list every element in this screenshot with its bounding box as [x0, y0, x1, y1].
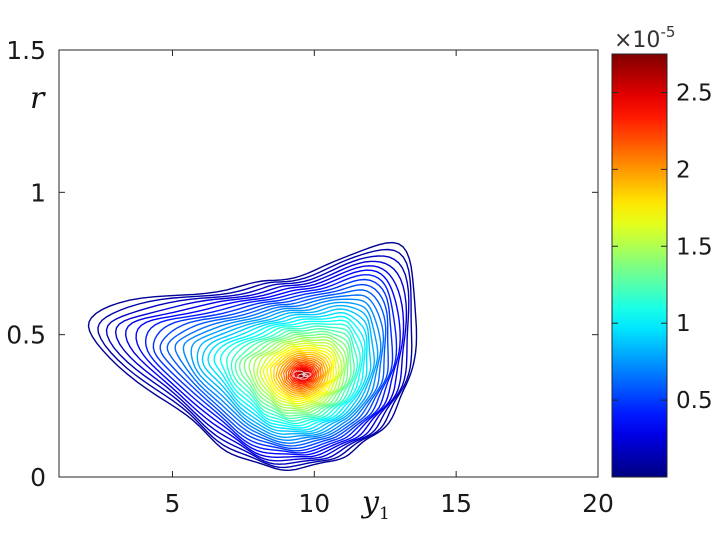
contour-level — [285, 360, 320, 390]
contour-level — [291, 364, 315, 385]
contour-lines — [87, 241, 418, 472]
colorbar-tick-label: 1 — [676, 311, 691, 337]
colorbar-ticks: 0.5 1 1.5 2 2.5 — [612, 80, 713, 414]
contour-level — [282, 358, 322, 391]
contour-level — [234, 327, 355, 420]
contour-level — [182, 298, 382, 442]
y-tick-label: 0 — [30, 463, 46, 492]
contour-level — [190, 301, 379, 439]
contour-level — [248, 335, 347, 412]
contour-level — [269, 349, 333, 400]
contour-level — [124, 265, 405, 459]
contour-level — [243, 333, 349, 414]
contour-level — [262, 344, 338, 405]
y-axis-label: r — [30, 81, 46, 116]
contour-level — [289, 363, 317, 386]
contour-level — [226, 322, 361, 425]
x-tick-label: 10 — [298, 489, 330, 518]
contour-level — [144, 274, 398, 454]
contour-level — [219, 319, 364, 427]
contour-level — [207, 311, 368, 431]
colorbar-tick-label: 0.5 — [676, 388, 713, 414]
contour-level — [256, 340, 343, 409]
contour-level — [273, 350, 331, 398]
contour-level — [292, 365, 313, 383]
contour-peak — [302, 372, 312, 377]
contour-level — [201, 308, 372, 433]
contour-level — [213, 315, 366, 429]
contour-level — [166, 289, 387, 447]
y-axis: 0 0.5 1 1.5 — [6, 36, 598, 492]
contour-level — [97, 248, 413, 469]
contour-level — [135, 269, 401, 456]
contour-level — [253, 337, 345, 411]
colorbar — [611, 53, 668, 478]
colorbar-tick-label: 2 — [676, 157, 691, 183]
x-axis-label: y1 — [360, 485, 390, 524]
contour-level — [287, 361, 319, 388]
contour-level — [174, 294, 385, 444]
colorbar-exponent: ×10-5 — [614, 23, 675, 53]
contour-level — [159, 283, 389, 450]
contour-level — [280, 356, 324, 393]
contour-level — [105, 255, 410, 465]
colorbar-tick-label: 2.5 — [676, 80, 713, 106]
contour-level — [294, 367, 312, 382]
x-tick-label: 15 — [440, 489, 472, 518]
contour-level — [266, 347, 335, 403]
y-tick-label: 0.5 — [6, 321, 46, 350]
y-tick-label: 1 — [30, 178, 46, 207]
y-tick-label: 1.5 — [6, 36, 46, 65]
contour-level — [239, 330, 352, 417]
contour-level — [114, 260, 408, 462]
contour-level — [259, 342, 340, 407]
contour-level — [277, 354, 327, 395]
colorbar-tick-label: 1.5 — [676, 234, 713, 260]
x-axis: 5 10 15 20 — [165, 50, 614, 518]
contour-level — [275, 352, 329, 396]
contour-level — [152, 278, 394, 452]
contour-level — [230, 325, 358, 422]
contour-level — [196, 304, 375, 435]
x-tick-label: 5 — [165, 489, 181, 518]
contour-level — [87, 241, 418, 472]
x-tick-label: 20 — [582, 489, 614, 518]
